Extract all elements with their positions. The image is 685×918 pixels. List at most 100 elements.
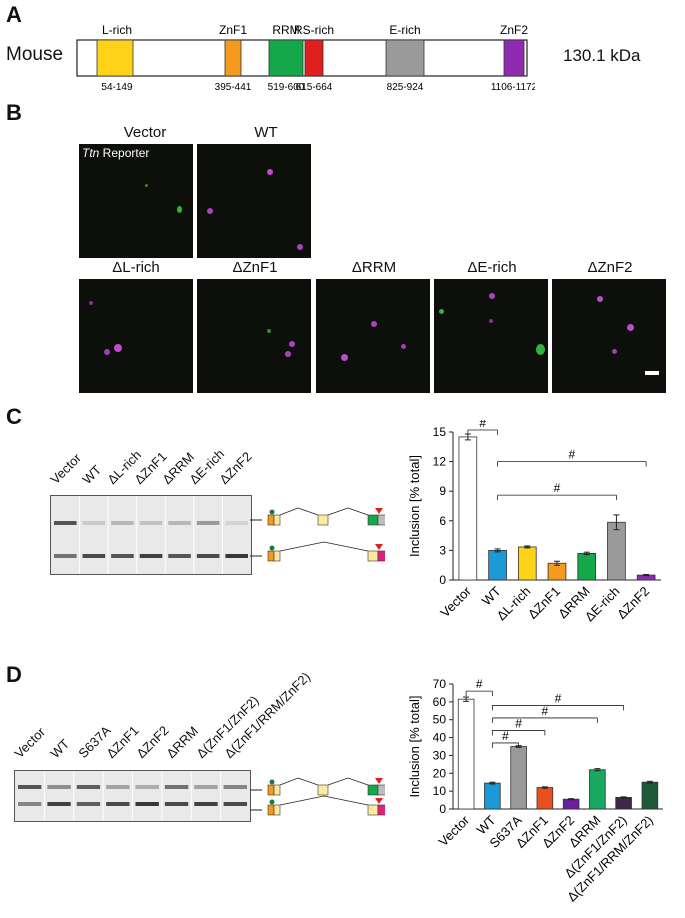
panel-a-letter: A [6, 2, 22, 27]
gel-band [223, 785, 247, 789]
micro-label-vector: Vector [123, 124, 167, 141]
species-label: Mouse [6, 44, 64, 65]
gel-band [111, 554, 134, 558]
scale-bar [645, 371, 659, 375]
intron-line [327, 507, 369, 516]
micro-label-dl-rich: ΔL-rich [112, 259, 160, 276]
gel-band [164, 785, 189, 789]
gel-band [168, 554, 191, 558]
exon-last-b [377, 784, 385, 796]
micrograph-dl-rich [79, 279, 193, 393]
exon-last-a [367, 784, 379, 796]
bar-2 [510, 746, 527, 810]
micro-label-drrm: ΔRRM [351, 259, 397, 276]
intron-line [279, 541, 369, 552]
panel-c-letter: C [6, 404, 22, 429]
stop-codon-icon [375, 778, 383, 784]
exon-last-a [367, 514, 379, 526]
stop-codon-icon [375, 508, 383, 514]
y-tick-label: 60 [433, 695, 447, 709]
exon-last-b [377, 550, 385, 562]
micrograph-wt [197, 144, 311, 258]
exon-first [267, 784, 275, 796]
start-codon-icon [269, 779, 275, 785]
start-codon-icon [269, 799, 275, 805]
reporter-label: Ttn Reporter [82, 146, 150, 160]
y-tick-label: 20 [433, 766, 447, 780]
domain-0 [96, 39, 134, 77]
stop-codon-icon [375, 544, 383, 550]
micrograph-dznf1 [197, 279, 311, 393]
exon-first [267, 550, 275, 562]
gel-band [47, 785, 71, 789]
exon-last-b [377, 804, 385, 816]
sig-mark-1: # [555, 691, 562, 705]
bar-7 [641, 781, 659, 810]
exon-first-utr [273, 514, 281, 526]
panel-b-letter: B [6, 100, 22, 125]
start-codon-icon [269, 509, 275, 515]
domain-4 [385, 39, 425, 77]
micro-label-dznf2: ΔZnF2 [587, 259, 633, 276]
bar-5 [607, 521, 626, 581]
y-tick-label: 3 [439, 543, 446, 557]
gel-band [194, 785, 218, 789]
micro-label-dznf1: ΔZnF1 [232, 259, 278, 276]
y-tick-label: 40 [433, 731, 447, 745]
y-tick-label: 10 [433, 784, 447, 798]
sig-mark-2: # [554, 481, 561, 495]
gel-band [76, 802, 101, 806]
gel-band [168, 521, 191, 525]
y-axis-label: Inclusion [% total] [407, 696, 422, 798]
exon-alt [317, 514, 329, 526]
domain-name-0: L-rich [102, 23, 132, 37]
y-tick-label: 30 [433, 748, 447, 762]
gel-band [106, 785, 130, 789]
y-tick-label: 6 [439, 514, 446, 528]
gel-band [194, 802, 218, 806]
start-codon-icon [269, 545, 275, 551]
exon-first [267, 514, 275, 526]
gel-band [76, 785, 101, 789]
bar-4 [577, 552, 597, 581]
micrograph-vector: Ttn Reporter [79, 144, 193, 258]
gel-band [225, 521, 248, 525]
x-tick-label-6: ΔZnF2 [614, 584, 652, 622]
gel-band [196, 521, 220, 525]
y-tick-label: 12 [433, 455, 447, 469]
gel-band [139, 521, 163, 525]
bar-3 [536, 787, 554, 810]
gel-band [82, 554, 106, 558]
bar-0 [457, 698, 475, 810]
micrograph-drrm [316, 279, 430, 393]
sig-mark-3: # [515, 716, 522, 730]
micrograph-de-rich [434, 279, 548, 393]
sig-mark-4: # [502, 729, 509, 743]
gel-band [196, 554, 220, 558]
micro-label-wt: WT [254, 124, 278, 141]
gel-c-lane-1: WT [79, 462, 105, 487]
intron-line [279, 795, 369, 806]
sig-mark-0: # [476, 677, 483, 691]
y-axis-label: Inclusion [% total] [407, 455, 422, 557]
intron-line [279, 777, 319, 786]
gel-c [50, 495, 252, 696]
exon-first [267, 804, 275, 816]
exon-last-b [377, 514, 385, 526]
gel-band [47, 802, 71, 806]
domain-5 [503, 39, 525, 77]
domain-3 [304, 39, 324, 77]
gel-band [135, 802, 159, 806]
gel-band [82, 521, 106, 525]
gel-d [14, 770, 251, 918]
exon-last-a [367, 550, 379, 562]
protein-mass: 130.1 kDa [563, 46, 641, 65]
gel-band [54, 554, 77, 558]
domain-name-2: RRM [272, 23, 299, 37]
x-tick-label-0: Vector [437, 583, 474, 620]
gel-d-lane-4: ΔZnF2 [133, 722, 172, 761]
isoform-diagram-c [250, 507, 385, 562]
chart-c: 0 3 6 9 12 15 Inclusion [% total] Vector WTΔL-ri… [407, 420, 661, 624]
bar-1 [484, 782, 501, 810]
x-tick-label-2: ΔL-rich [494, 584, 534, 624]
